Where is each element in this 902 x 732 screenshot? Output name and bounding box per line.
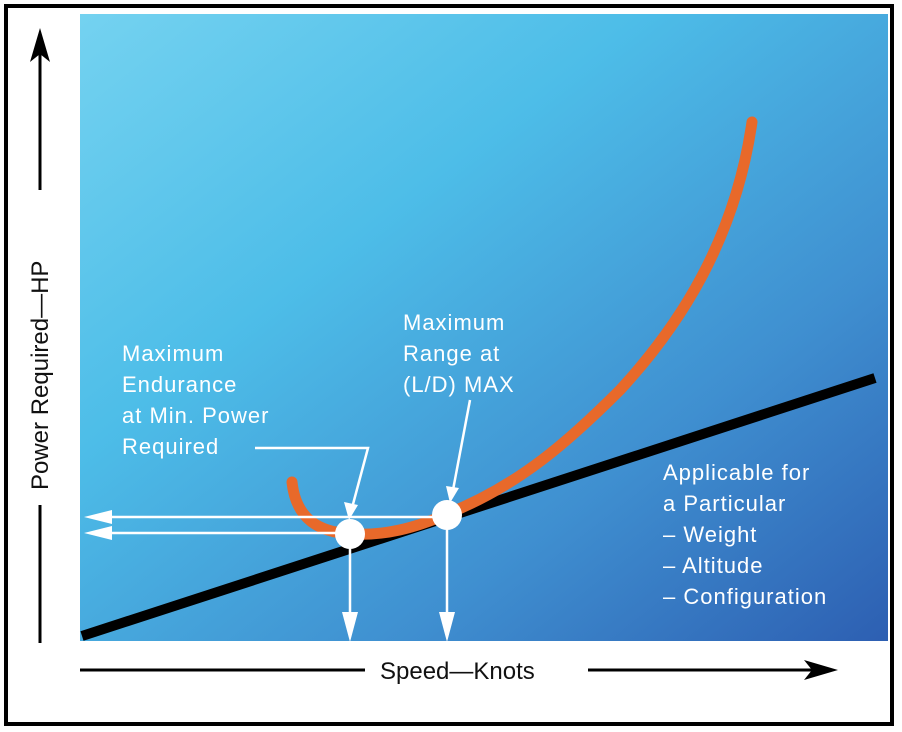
leader-lines [255,399,472,520]
y-axis-label: Power Required—HP [27,261,54,490]
tangent-line [80,373,877,641]
max-endurance-point [335,519,365,549]
svg-text:– Altitude: – Altitude [663,553,764,578]
max-range-point [432,500,462,530]
svg-text:at Min. Power: at Min. Power [122,403,270,428]
y-axis-arrowhead [30,28,50,62]
svg-text:a Particular: a Particular [663,491,786,516]
x-axis-label: Speed—Knots [380,658,535,685]
svg-text:– Configuration: – Configuration [663,584,827,609]
svg-text:Maximum: Maximum [122,341,224,366]
range-annotation: Maximum Range at (L/D) MAX [403,310,515,397]
svg-text:Range at: Range at [403,341,500,366]
svg-text:– Weight: – Weight [663,522,757,547]
vertical-projection-lines [342,524,455,642]
horizontal-projection-lines [84,510,447,540]
applicable-annotation: Applicable for a Particular – Weight – A… [663,460,827,609]
svg-text:(L/D) MAX: (L/D) MAX [403,372,515,397]
svg-text:Endurance: Endurance [122,372,237,397]
svg-text:Applicable for: Applicable for [663,460,810,485]
x-axis-arrowhead [804,660,838,680]
svg-text:Maximum: Maximum [403,310,505,335]
svg-text:Required: Required [122,434,219,459]
endurance-annotation: Maximum Endurance at Min. Power Required [122,341,270,459]
